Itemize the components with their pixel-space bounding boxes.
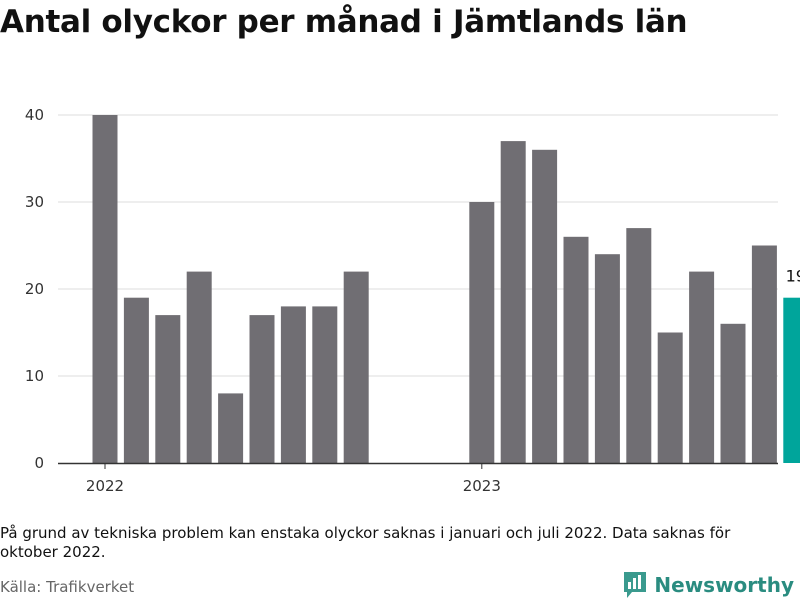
bar	[500, 141, 526, 463]
y-tick-label: 40	[25, 106, 44, 124]
bar	[186, 271, 212, 463]
bar	[563, 236, 589, 463]
bar	[249, 315, 275, 463]
x-tick-label: 2023	[463, 477, 501, 495]
bar-chart-logo-icon	[624, 572, 647, 598]
bar	[155, 315, 181, 463]
bar	[532, 149, 558, 464]
y-tick-label: 30	[25, 193, 44, 211]
source-label: Källa: Trafikverket	[0, 578, 135, 596]
bar	[594, 254, 620, 463]
bar	[280, 306, 306, 463]
bar	[751, 245, 777, 463]
bar	[720, 323, 746, 463]
bar	[343, 271, 369, 463]
brand-name: Newsworthy	[654, 573, 794, 597]
y-tick-label: 0	[34, 454, 44, 472]
y-tick-label: 20	[25, 280, 44, 298]
bar	[689, 271, 715, 463]
bar-chart: 0 10 20 30 40 19 2022 2023	[25, 106, 800, 495]
brand-logo: Newsworthy	[622, 570, 794, 600]
bar	[92, 115, 118, 463]
chart-title: Antal olyckor per månad i Jämtlands län	[0, 4, 688, 40]
bar	[626, 228, 652, 463]
bar	[123, 297, 149, 463]
bar	[218, 393, 244, 463]
bar-highlight	[783, 297, 800, 463]
data-label: 19	[786, 267, 800, 286]
y-tick-label: 10	[25, 367, 44, 385]
footnote: På grund av tekniska problem kan enstaka…	[0, 524, 731, 561]
bar	[657, 332, 683, 463]
bar	[312, 306, 338, 463]
x-tick-label: 2022	[86, 477, 124, 495]
bar	[469, 202, 495, 463]
